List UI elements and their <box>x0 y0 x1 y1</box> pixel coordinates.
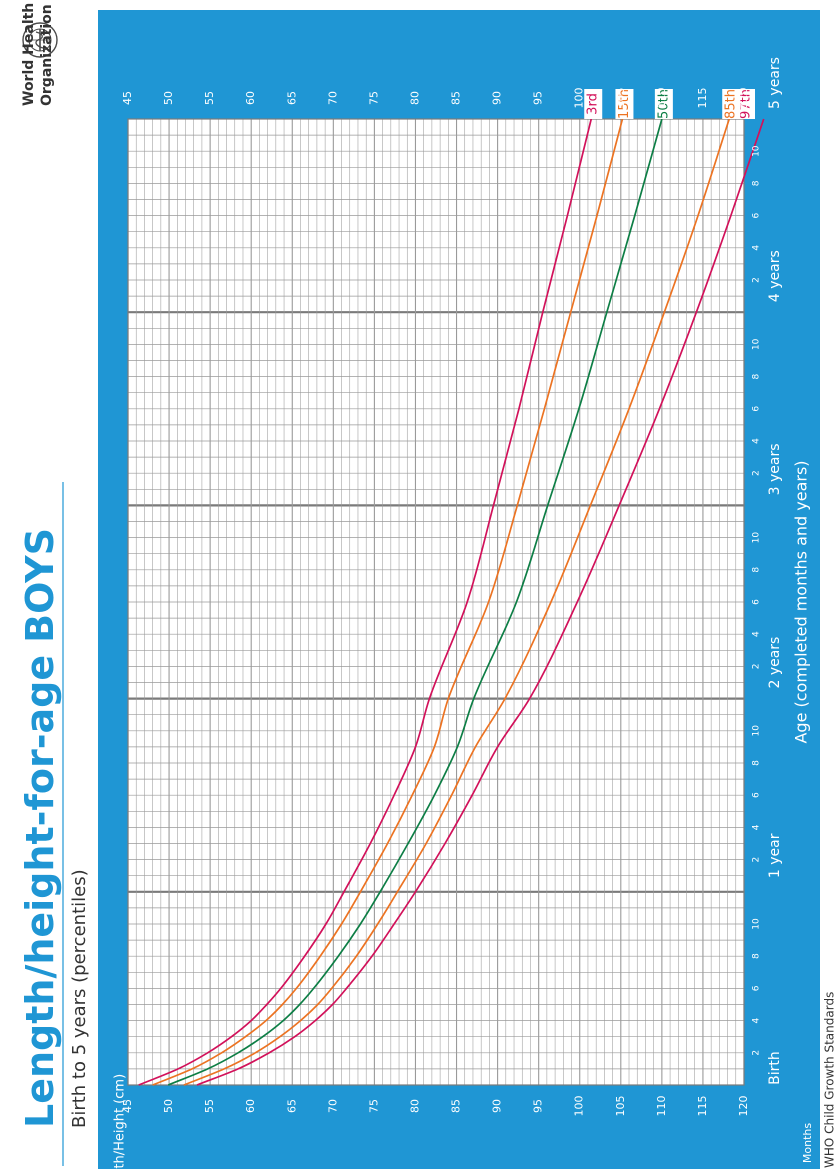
series-label-bg <box>615 89 634 119</box>
ytick-bottom-70: 70 <box>326 1099 339 1113</box>
org-name-line1: World Health <box>21 3 37 106</box>
series-label-15th: 15th <box>617 89 632 119</box>
ytick-top-90: 90 <box>491 91 504 105</box>
series-label-50th: 50th <box>656 89 671 119</box>
ytick-bottom-100: 100 <box>573 1096 586 1117</box>
xtick-month-30: 6 <box>752 599 762 605</box>
xtick-birth: Birth <box>767 1051 783 1085</box>
ytick-top-45: 45 <box>121 91 134 105</box>
ytick-top-60: 60 <box>244 91 257 105</box>
footer-credit: WHO Child Growth Standards <box>823 992 837 1168</box>
xtick-year-24: 2 years <box>767 637 783 689</box>
y-axis-label: Length/Height (cm) <box>113 1074 128 1170</box>
months-label: Months <box>801 1123 814 1163</box>
title-main: Length/height-for-age <box>18 655 62 1128</box>
ytick-top-65: 65 <box>285 91 298 105</box>
ytick-top-55: 55 <box>203 91 216 105</box>
series-label-85th: 85th <box>724 89 739 119</box>
ytick-bottom-80: 80 <box>408 1099 421 1113</box>
who-logo-icon <box>22 22 58 58</box>
ytick-top-115: 115 <box>696 88 709 109</box>
curve-3rd <box>138 118 593 1086</box>
ytick-top-100: 100 <box>573 88 586 109</box>
xtick-month-42: 6 <box>752 406 762 412</box>
xtick-month-44: 8 <box>752 373 762 379</box>
ytick-bottom-65: 65 <box>285 1099 298 1113</box>
ytick-bottom-95: 95 <box>532 1099 545 1113</box>
series-label-bg <box>654 89 673 119</box>
series-label-bg <box>722 89 741 119</box>
xtick-month-54: 6 <box>752 212 762 218</box>
xtick-year-60: 5 years <box>767 57 783 109</box>
xtick-month-4: 4 <box>752 1017 762 1023</box>
xtick-month-32: 8 <box>752 567 762 573</box>
xtick-month-46: 10 <box>752 338 762 350</box>
xtick-month-2: 2 <box>752 1050 762 1056</box>
ytick-top-70: 70 <box>326 91 339 105</box>
ytick-bottom-120: 120 <box>737 1096 750 1117</box>
ytick-top-50: 50 <box>162 91 175 105</box>
ytick-bottom-75: 75 <box>367 1099 380 1113</box>
series-label-97th: 97th <box>739 89 754 119</box>
ytick-top-105: 105 <box>614 88 627 109</box>
xtick-month-10: 10 <box>752 918 762 930</box>
xtick-year-48: 4 years <box>767 250 783 302</box>
ytick-bottom-110: 110 <box>655 1096 668 1117</box>
ytick-top-85: 85 <box>450 91 463 105</box>
xtick-month-56: 8 <box>752 180 762 186</box>
ytick-top-120: 120 <box>737 88 750 109</box>
xtick-month-26: 2 <box>752 664 762 670</box>
ytick-bottom-45: 45 <box>121 1099 134 1113</box>
ytick-bottom-90: 90 <box>491 1099 504 1113</box>
xtick-month-8: 8 <box>752 953 762 959</box>
series-label-bg <box>737 89 755 119</box>
ytick-top-75: 75 <box>367 91 380 105</box>
xtick-month-58: 10 <box>752 145 762 157</box>
xtick-month-22: 10 <box>752 725 762 737</box>
xtick-month-14: 2 <box>752 857 762 863</box>
org-name-line2: Organization <box>39 4 55 106</box>
subtitle: Birth to 5 years (percentiles) <box>69 869 90 1128</box>
xtick-month-52: 4 <box>752 245 762 251</box>
xtick-month-40: 4 <box>752 438 762 444</box>
xtick-month-16: 4 <box>752 824 762 830</box>
ytick-bottom-60: 60 <box>244 1099 257 1113</box>
ytick-bottom-85: 85 <box>450 1099 463 1113</box>
ytick-bottom-50: 50 <box>162 1099 175 1113</box>
ytick-bottom-55: 55 <box>203 1099 216 1113</box>
curve-85th <box>183 118 731 1086</box>
xtick-month-34: 10 <box>752 532 762 544</box>
title-sex: BOYS <box>18 528 62 643</box>
series-label-bg <box>584 89 603 119</box>
curve-97th <box>196 118 765 1086</box>
xtick-month-20: 8 <box>752 760 762 766</box>
xtick-year-36: 3 years <box>767 443 783 495</box>
ytick-top-95: 95 <box>532 91 545 105</box>
curve-15th <box>152 118 624 1086</box>
curve-50th <box>167 118 663 1086</box>
xtick-month-18: 6 <box>752 792 762 798</box>
ytick-top-80: 80 <box>408 91 421 105</box>
xtick-month-6: 6 <box>752 985 762 991</box>
xtick-year-12: 1 year <box>767 833 783 878</box>
series-label-3rd: 3rd <box>586 93 601 115</box>
xtick-month-28: 4 <box>752 631 762 637</box>
ytick-bottom-115: 115 <box>696 1096 709 1117</box>
ytick-top-110: 110 <box>655 88 668 109</box>
ytick-bottom-105: 105 <box>614 1096 627 1117</box>
page-title: Length/height-for-age BOYS <box>18 528 62 1128</box>
xtick-month-50: 2 <box>752 277 762 283</box>
x-axis-label: Age (completed months and years) <box>792 460 811 743</box>
plot-border <box>127 118 745 1086</box>
xtick-month-38: 2 <box>752 470 762 476</box>
